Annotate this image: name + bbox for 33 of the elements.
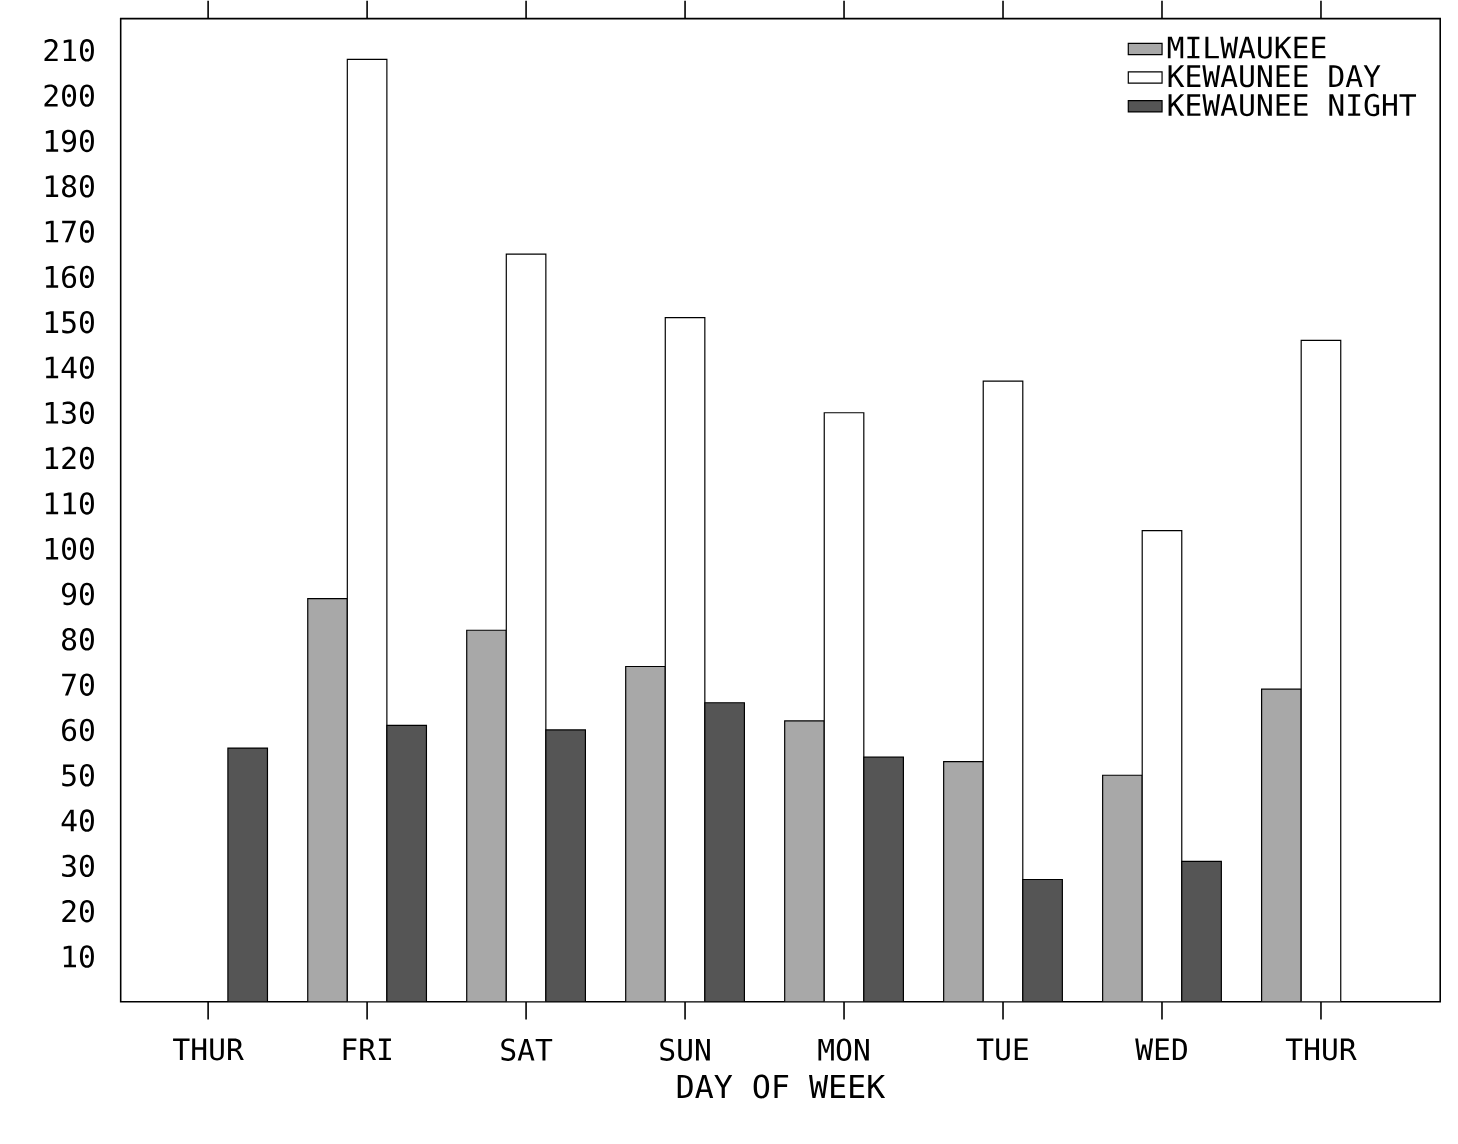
y-tick-label: 110 — [45, 492, 94, 515]
y-tick-label: 10 — [63, 945, 94, 968]
legend-label: KEWAUNEE DAY — [1168, 65, 1381, 88]
y-tick-label: 160 — [45, 265, 94, 288]
y-tick-label: 200 — [44, 84, 94, 107]
y-tick-label: 150 — [45, 310, 94, 334]
y-tick-label: 100 — [45, 537, 94, 560]
y-tick-label: 90 — [61, 582, 94, 606]
x-tick-label: MON — [818, 1038, 869, 1061]
y-tick-label: 210 — [44, 38, 94, 62]
y-tick-label: 120 — [45, 446, 94, 470]
y-tick-label: 140 — [45, 356, 94, 379]
y-tick-label: 80 — [62, 627, 94, 651]
x-tick-label: WED — [1135, 1038, 1187, 1060]
y-tick-label: 20 — [62, 899, 94, 923]
x-tick-label: THUR — [1285, 1038, 1357, 1061]
y-tick-label: 170 — [45, 220, 94, 243]
y-tick-label: 190 — [45, 129, 94, 153]
x-tick-label: TUE — [976, 1038, 1028, 1061]
y-tick-label: 70 — [62, 673, 94, 696]
y-tick-label: 60 — [62, 718, 94, 742]
y-tick-label: 40 — [61, 809, 94, 832]
y-tick-label: 130 — [45, 401, 94, 424]
legend-label: MILWAUKEE — [1167, 36, 1326, 59]
y-tick-label: 180 — [45, 174, 94, 198]
y-tick-label: 50 — [62, 763, 94, 787]
legend-label: KEWAUNEE NIGHT — [1168, 93, 1417, 117]
x-tick-label: SAT — [501, 1038, 553, 1061]
x-tick-label: SUN — [660, 1038, 710, 1061]
x-tick-label: FRI — [343, 1038, 391, 1060]
y-tick-label: 30 — [62, 854, 94, 877]
x-axis-title: DAY OF WEEK — [677, 1074, 886, 1099]
x-tick-label: THUR — [173, 1038, 244, 1061]
